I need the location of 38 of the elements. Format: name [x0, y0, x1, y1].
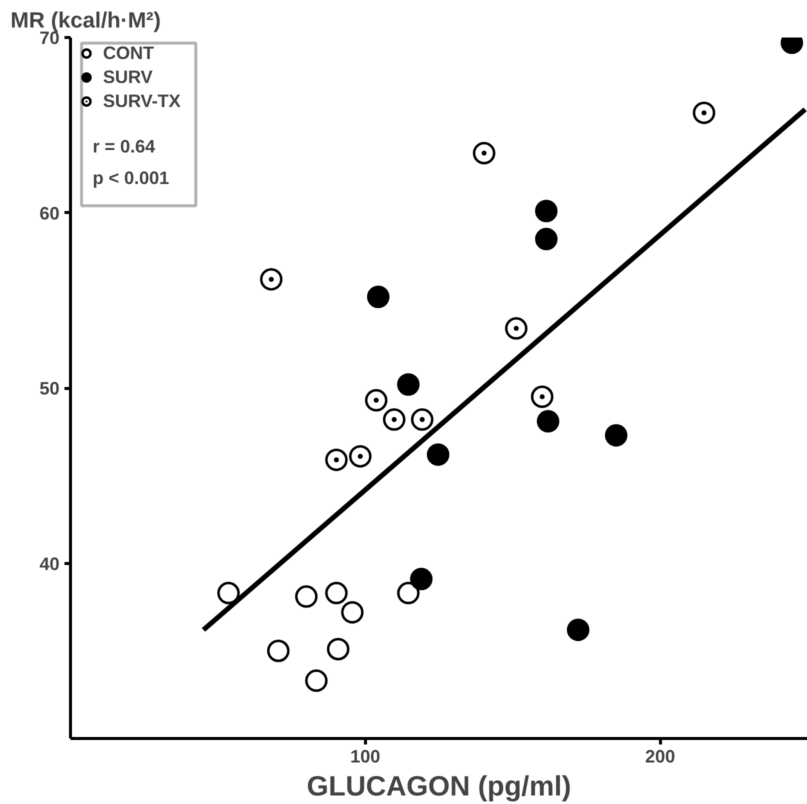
- point: [604, 424, 628, 447]
- point: [260, 268, 283, 291]
- point: [535, 200, 558, 222]
- point: [530, 386, 554, 408]
- point: [217, 582, 240, 604]
- x-axis-title: GLUCAGON (pg/ml): [306, 770, 572, 802]
- point: [426, 443, 450, 466]
- point: [382, 408, 406, 431]
- point: [472, 142, 496, 164]
- point: [364, 389, 388, 412]
- point: [566, 618, 590, 642]
- y-tick-label: 60: [39, 203, 60, 224]
- point: [325, 448, 348, 472]
- x-tick-label: 200: [645, 746, 676, 766]
- point: [325, 582, 348, 604]
- point: [536, 410, 560, 433]
- x-tick-label: 100: [350, 746, 380, 766]
- point: [305, 669, 328, 692]
- point: [397, 582, 420, 604]
- point: [367, 286, 390, 308]
- point: [692, 102, 716, 124]
- legend-label: SURV-TX: [103, 90, 181, 112]
- annotation: p < 0.001: [92, 168, 170, 188]
- y-tick-label: 40: [39, 554, 60, 574]
- point: [326, 638, 350, 660]
- legend-label: CONT: [103, 42, 154, 64]
- point: [504, 317, 528, 340]
- point: [397, 373, 420, 396]
- y-tick-label: 50: [39, 378, 60, 398]
- point: [535, 228, 558, 250]
- point: [410, 408, 434, 431]
- legend-label: SURV: [103, 66, 153, 88]
- point: [410, 568, 433, 590]
- annotation: r = 0.64: [92, 136, 156, 157]
- point: [341, 601, 364, 624]
- point: [267, 640, 290, 662]
- point: [349, 445, 372, 468]
- point: [295, 585, 318, 608]
